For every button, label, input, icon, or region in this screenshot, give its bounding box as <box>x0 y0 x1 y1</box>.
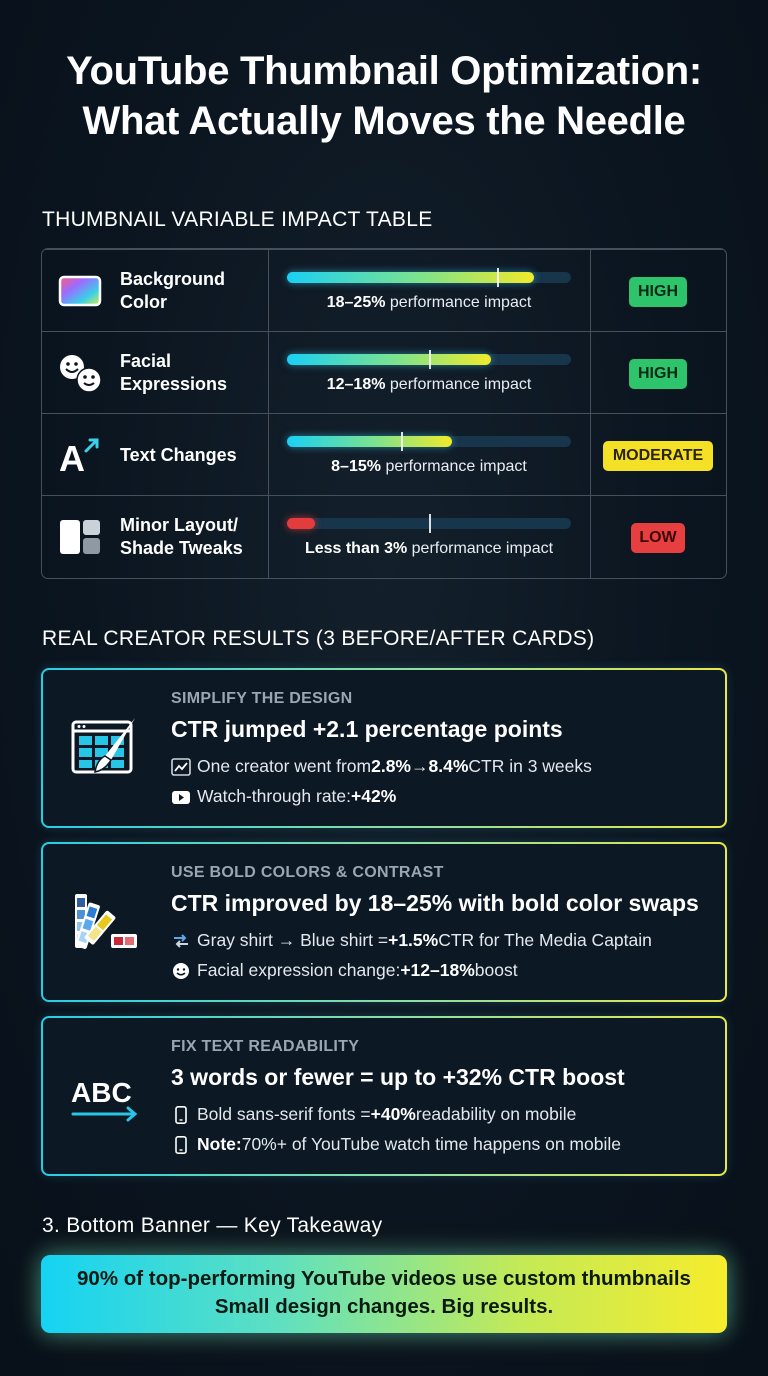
card-detail-line: Gray shirt → Blue shirt = +1.5% CTR for … <box>171 930 652 951</box>
banner-line-2: Small design changes. Big results. <box>214 1295 554 1318</box>
text-arrow-icon: A <box>58 435 102 479</box>
impact-bar-marker <box>497 268 499 287</box>
card-kicker: FIX TEXT READABILITY <box>171 1038 360 1055</box>
impact-caption: 12–18% performance impact <box>326 376 532 393</box>
card-detail-line: Note: 70%+ of YouTube watch time happens… <box>171 1134 621 1155</box>
abc-icon-text: ABC <box>71 1077 132 1108</box>
impact-table-heading: THUMBNAIL VARIABLE IMPACT TABLE <box>42 208 433 231</box>
impact-bar <box>287 432 571 451</box>
variable-label: Minor Layout/Shade Tweaks <box>120 515 243 558</box>
card-detail-line: Watch-through rate: +42% <box>171 786 396 807</box>
impact-bar <box>287 514 571 533</box>
title-line-1: YouTube Thumbnail Optimization: <box>66 49 702 93</box>
impact-bar-fill <box>287 354 491 365</box>
impact-level-badge: MODERATE <box>603 441 713 471</box>
table-row: Facial Expressions 12–18% performance imp… <box>42 331 726 413</box>
faces-icon <box>58 353 102 393</box>
swap-arrows-icon <box>171 932 191 950</box>
impact-bar-marker <box>429 350 431 369</box>
trend-chart-icon <box>171 757 191 776</box>
title-line-2: What Actually Moves the Needle <box>82 99 686 143</box>
card-kicker: SIMPLIFY THE DESIGN <box>171 690 353 707</box>
impact-level-badge: HIGH <box>629 277 687 307</box>
phone-icon <box>171 1135 191 1154</box>
impact-bar <box>287 350 571 369</box>
table-row: Minor Layout/Shade Tweaks Less than 3% p… <box>42 495 726 578</box>
result-card: USE BOLD COLORS & CONTRAST CTR improved … <box>41 842 727 1002</box>
design-brush-icon <box>69 714 141 782</box>
result-card: SIMPLIFY THE DESIGN CTR jumped +2.1 perc… <box>41 668 727 828</box>
table-row: Background Color 18–25% performance impac… <box>42 249 726 331</box>
page-title: YouTube Thumbnail Optimization: What Act… <box>0 46 768 146</box>
impact-bar-marker <box>429 514 431 533</box>
impact-caption: 8–15% performance impact <box>331 458 527 475</box>
takeaway-heading: 3. Bottom Banner — Key Takeaway <box>42 1214 383 1237</box>
takeaway-banner: 90% of top-performing YouTube videos use… <box>41 1255 727 1333</box>
color-swatch-icon <box>58 271 102 311</box>
layout-grid-icon <box>58 517 102 557</box>
impact-table: Background Color 18–25% performance impac… <box>41 248 727 579</box>
impact-bar-marker <box>401 432 403 451</box>
results-heading: REAL CREATOR RESULTS (3 BEFORE/AFTER CAR… <box>42 627 595 650</box>
card-detail-line: Facial expression change: +12–18% boost <box>171 960 518 981</box>
variable-label: Facial Expressions <box>120 351 228 394</box>
table-row: A Text Changes 8–15% performance impact … <box>42 413 726 495</box>
smile-icon <box>171 962 191 980</box>
color-fan-icon <box>69 888 141 956</box>
card-headline: CTR jumped +2.1 percentage points <box>171 716 563 742</box>
abc-text-icon: ABC <box>69 1062 141 1130</box>
impact-caption: Less than 3% performance impact <box>304 540 554 557</box>
youtube-play-icon <box>171 788 191 806</box>
card-headline: 3 words or fewer = up to +32% CTR boost <box>171 1064 625 1090</box>
impact-bar <box>287 268 571 287</box>
card-kicker: USE BOLD COLORS & CONTRAST <box>171 864 444 881</box>
impact-level-badge: LOW <box>631 523 685 553</box>
banner-line-1: 90% of top-performing YouTube videos use… <box>77 1267 691 1290</box>
result-card: ABC FIX TEXT READABILITY 3 words or fewe… <box>41 1016 727 1176</box>
impact-bar-fill <box>287 272 534 283</box>
impact-caption: 18–25% performance impact <box>326 294 532 311</box>
impact-level-badge: HIGH <box>629 359 687 389</box>
svg-text:A: A <box>59 438 85 475</box>
impact-bar-fill <box>287 518 315 529</box>
variable-label: Background Color <box>120 269 226 312</box>
phone-icon <box>171 1105 191 1124</box>
card-detail-line: Bold sans-serif fonts = +40% readability… <box>171 1104 576 1125</box>
impact-bar-fill <box>287 436 452 447</box>
variable-label: Text Changes <box>120 444 237 465</box>
card-detail-line: One creator went from 2.8% → 8.4% CTR in… <box>171 756 592 777</box>
card-headline: CTR improved by 18–25% with bold color s… <box>171 890 699 916</box>
